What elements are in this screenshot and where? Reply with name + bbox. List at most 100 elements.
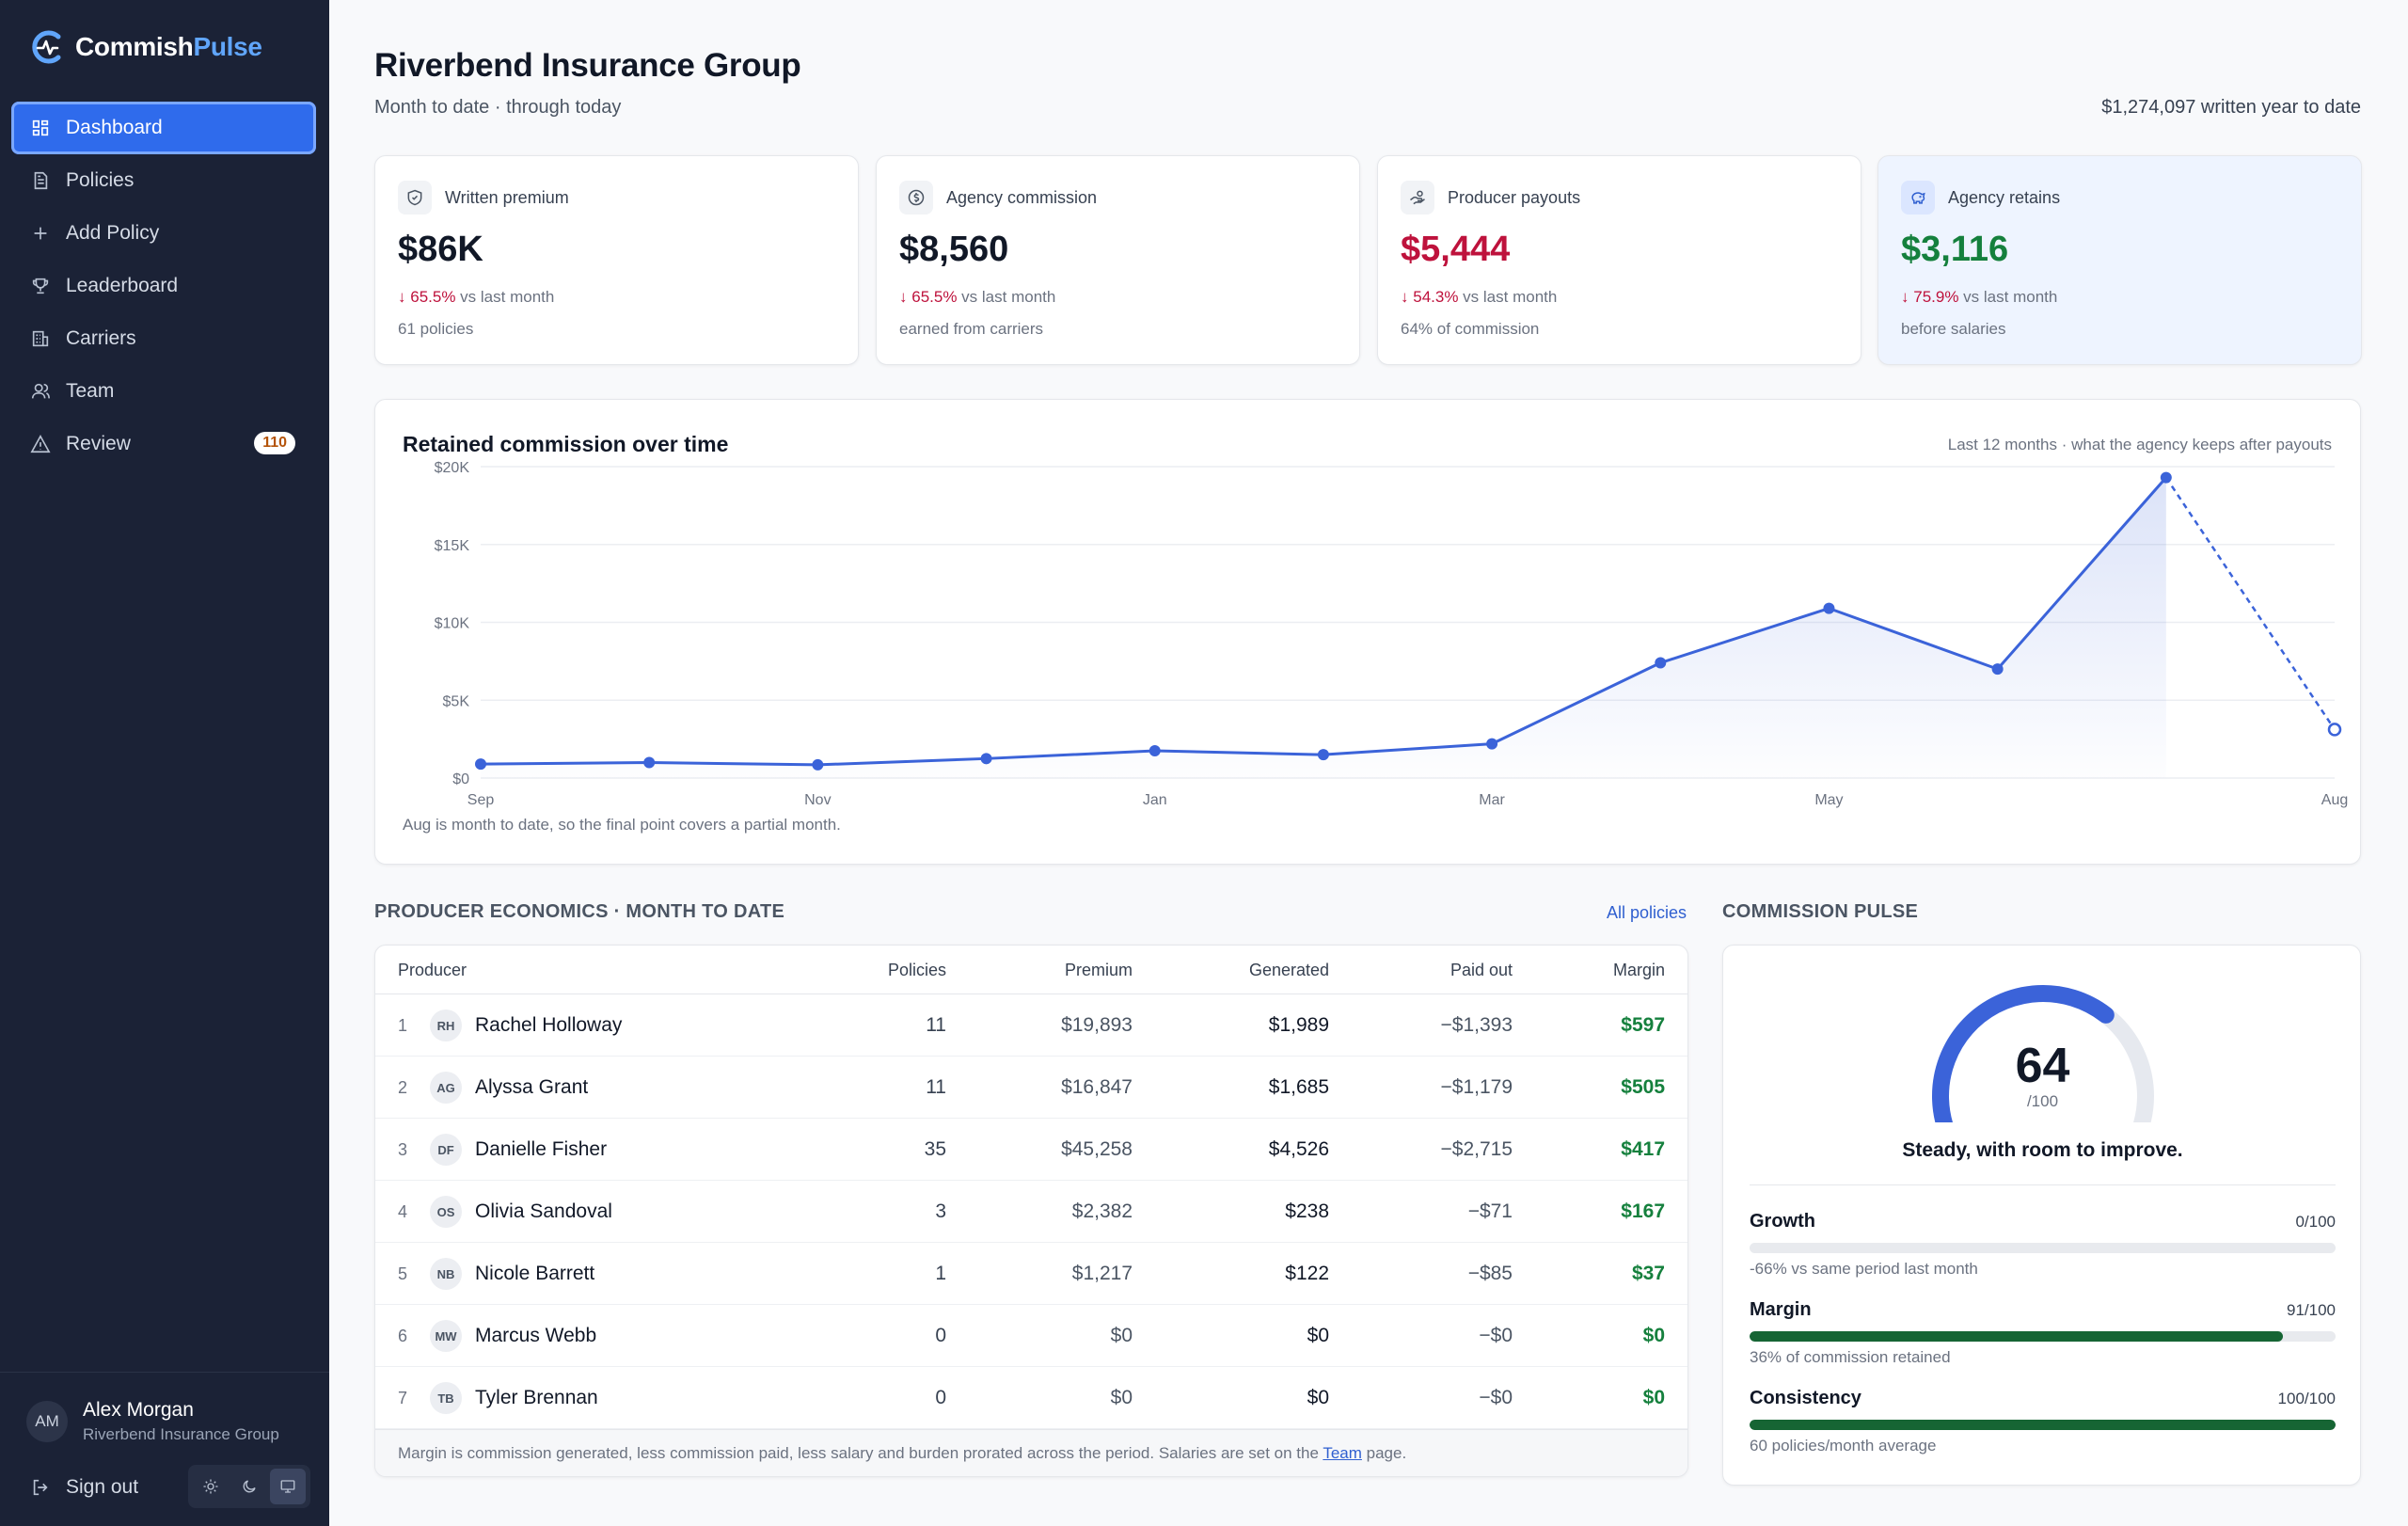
team-page-link[interactable]: Team xyxy=(1323,1444,1362,1462)
producer-name[interactable]: Danielle Fisher xyxy=(475,1138,608,1160)
x-tick-label: Mar xyxy=(1479,792,1505,808)
col-generated[interactable]: Generated xyxy=(1248,961,1329,979)
sidebar-item-review[interactable]: Review 110 xyxy=(11,418,316,470)
sidebar-item-dashboard[interactable]: Dashboard xyxy=(11,102,316,154)
pulse-gauge xyxy=(1932,985,2154,1122)
col-producer[interactable]: Producer xyxy=(398,961,467,979)
col-premium[interactable]: Premium xyxy=(1064,961,1133,979)
row-generated: $1,989 xyxy=(1268,1014,1329,1036)
pulse-score: 64 xyxy=(2015,1039,2070,1093)
data-point xyxy=(1655,657,1667,669)
data-point xyxy=(1823,602,1835,614)
theme-light-button[interactable] xyxy=(193,1469,229,1504)
building-icon xyxy=(32,330,49,347)
sign-out-label: Sign out xyxy=(66,1476,139,1498)
row-generated: $4,526 xyxy=(1268,1138,1329,1160)
row-premium: $19,893 xyxy=(1061,1014,1133,1036)
table-row[interactable]: 3 DF Danielle Fisher 35 $45,258 $4,526 −$2,715… xyxy=(375,1119,1687,1181)
row-premium: $45,258 xyxy=(1061,1138,1133,1160)
row-paid-out: −$0 xyxy=(1479,1325,1513,1346)
producer-name[interactable]: Marcus Webb xyxy=(475,1325,597,1346)
producer-economics-heading: PRODUCER ECONOMICS · MONTH TO DATE xyxy=(374,901,785,922)
users-icon xyxy=(31,383,50,399)
sidebar-item-label: Dashboard xyxy=(66,117,163,138)
kpi-delta: ↓ 65.5% vs last month xyxy=(899,288,1056,306)
table-row[interactable]: 7 TB Tyler Brennan 0 $0 $0 −$0 $0 xyxy=(375,1367,1687,1429)
review-count-badge: 110 xyxy=(254,432,295,454)
kpi-value: $8,560 xyxy=(899,230,1009,269)
table-row[interactable]: 1 RH Rachel Holloway 11 $19,893 $1,989 −$1,393… xyxy=(375,994,1687,1057)
kpi-value: $5,444 xyxy=(1401,230,1511,269)
col-margin[interactable]: Margin xyxy=(1612,961,1665,979)
producer-name[interactable]: Rachel Holloway xyxy=(475,1014,623,1036)
table-row[interactable]: 4 OS Olivia Sandoval 3 $2,382 $238 −$71 $167 xyxy=(375,1181,1687,1243)
producer-name[interactable]: Nicole Barrett xyxy=(475,1263,595,1284)
row-margin: $0 xyxy=(1642,1325,1665,1346)
sidebar-item-leaderboard[interactable]: Leaderboard xyxy=(11,260,316,312)
producer-name[interactable]: Alyssa Grant xyxy=(475,1076,589,1098)
kpi-note: 61 policies xyxy=(398,320,474,338)
row-premium: $0 xyxy=(1110,1325,1133,1346)
kpi-card-producer-payouts: Producer payouts $5,444 ↓ 54.3% vs last … xyxy=(1377,155,1861,365)
sidebar-item-team[interactable]: Team xyxy=(11,365,316,418)
row-policies: 11 xyxy=(926,1014,946,1036)
sidebar-footer: AM Alex Morgan Riverbend Insurance Group… xyxy=(0,1372,329,1508)
warning-icon xyxy=(30,435,51,453)
kpi-note: before salaries xyxy=(1901,320,2006,338)
app-logo[interactable]: CommishPulse xyxy=(28,28,262,66)
sidebar-item-carriers[interactable]: Carriers xyxy=(11,312,316,365)
user-profile[interactable]: AM Alex Morgan Riverbend Insurance Group xyxy=(26,1399,279,1444)
theme-system-button[interactable] xyxy=(269,1469,306,1504)
producer-name[interactable]: Tyler Brennan xyxy=(475,1387,598,1408)
data-point xyxy=(980,753,992,765)
monitor-icon xyxy=(280,1480,295,1493)
user-name: Alex Morgan xyxy=(83,1399,194,1421)
data-point xyxy=(1149,745,1161,757)
y-tick-label: $15K xyxy=(435,538,470,554)
retained-commission-chart: $0 $5K $10K $15K $20K Sep Nov Jan Mar May Aug xyxy=(435,460,2349,808)
metric-note: -66% vs same period last month xyxy=(1750,1260,1978,1278)
arrow-down-icon: ↓ xyxy=(1401,288,1409,306)
sidebar-item-label: Team xyxy=(66,380,115,402)
sidebar-item-label: Review xyxy=(66,433,131,454)
table-row[interactable]: 2 AG Alyssa Grant 11 $16,847 $1,685 −$1,179 $50… xyxy=(375,1057,1687,1119)
row-policies: 35 xyxy=(924,1138,946,1160)
plus-icon xyxy=(34,227,47,240)
app-name: CommishPulse xyxy=(75,32,262,61)
row-policies: 0 xyxy=(935,1325,946,1346)
row-paid-out: −$71 xyxy=(1467,1200,1513,1222)
pulse-status: Steady, with room to improve. xyxy=(1902,1139,2183,1161)
col-paid-out[interactable]: Paid out xyxy=(1450,961,1513,979)
row-policies: 0 xyxy=(935,1387,946,1408)
x-tick-label: May xyxy=(1814,792,1843,808)
col-policies[interactable]: Policies xyxy=(887,961,946,979)
sidebar-item-label: Policies xyxy=(66,169,135,191)
table-row[interactable]: 5 NB Nicole Barrett 1 $1,217 $122 −$85 $37 xyxy=(375,1243,1687,1305)
sign-out-button[interactable]: Sign out xyxy=(30,1476,138,1499)
data-point xyxy=(2327,723,2342,737)
sidebar-nav: Dashboard Policies Add Policy Leaderboar… xyxy=(11,102,316,470)
y-tick-label: $20K xyxy=(435,460,470,476)
row-rank: 3 xyxy=(398,1140,408,1159)
row-generated: $122 xyxy=(1285,1263,1329,1284)
pulse-metric-margin: Margin 91/100 36% of commission retained xyxy=(1750,1299,2336,1366)
row-rank: 4 xyxy=(398,1202,408,1221)
data-point xyxy=(475,758,486,771)
row-policies: 11 xyxy=(926,1076,946,1098)
metric-score: 100/100 xyxy=(2277,1390,2336,1407)
kpi-note: 64% of commission xyxy=(1401,320,1540,338)
sidebar-item-policies[interactable]: Policies xyxy=(11,154,316,207)
all-policies-link[interactable]: All policies xyxy=(1607,903,1687,922)
y-tick-label: $10K xyxy=(435,616,470,632)
table-row[interactable]: 6 MW Marcus Webb 0 $0 $0 −$0 $0 xyxy=(375,1305,1687,1367)
pulse-metric-growth: Growth 0/100 -66% vs same period last mo… xyxy=(1750,1211,2336,1278)
producer-name[interactable]: Olivia Sandoval xyxy=(475,1200,612,1222)
piggy-bank-icon xyxy=(1911,192,1925,204)
grid-icon xyxy=(32,119,49,136)
arrow-down-icon: ↓ xyxy=(398,288,406,306)
row-rank: 7 xyxy=(398,1389,408,1407)
shield-icon xyxy=(407,189,422,206)
row-premium: $1,217 xyxy=(1071,1263,1133,1284)
sidebar-item-add-policy[interactable]: Add Policy xyxy=(11,207,316,260)
theme-dark-button[interactable] xyxy=(231,1469,267,1504)
